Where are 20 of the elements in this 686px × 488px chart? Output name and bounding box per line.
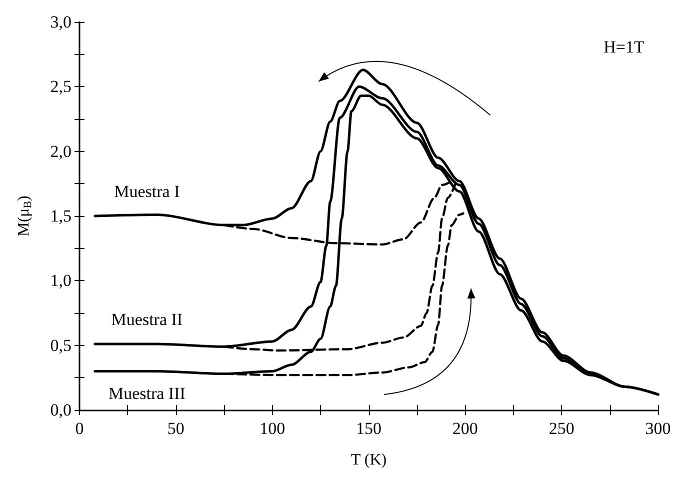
y-tick-label: 2,0	[50, 142, 72, 161]
series-label: Muestra I	[114, 182, 180, 201]
x-tick-label: 300	[645, 419, 671, 438]
series-label: Muestra II	[111, 310, 183, 330]
y-tick-label: 1,0	[50, 271, 72, 290]
x-tick-label: 100	[260, 419, 286, 438]
y-axis-title: M(μB)	[16, 196, 34, 236]
y-tick-label: 0,5	[50, 336, 72, 355]
x-tick-label: 200	[452, 419, 478, 438]
y-tick-label: 0,0	[50, 400, 72, 420]
y-tick-label: 3,0	[50, 12, 72, 32]
x-tick-label: 250	[548, 419, 574, 438]
x-axis-title: T (K)	[350, 452, 387, 468]
x-tick-label: 50	[167, 419, 184, 438]
series-label: Muestra III	[108, 384, 186, 404]
y-tick-label: 1,5	[50, 206, 72, 226]
x-tick-label: 0	[75, 419, 84, 438]
y-tick-label: 2,5	[50, 77, 72, 96]
annotation: H=1T	[604, 38, 645, 56]
x-tick-label: 150	[356, 419, 382, 438]
